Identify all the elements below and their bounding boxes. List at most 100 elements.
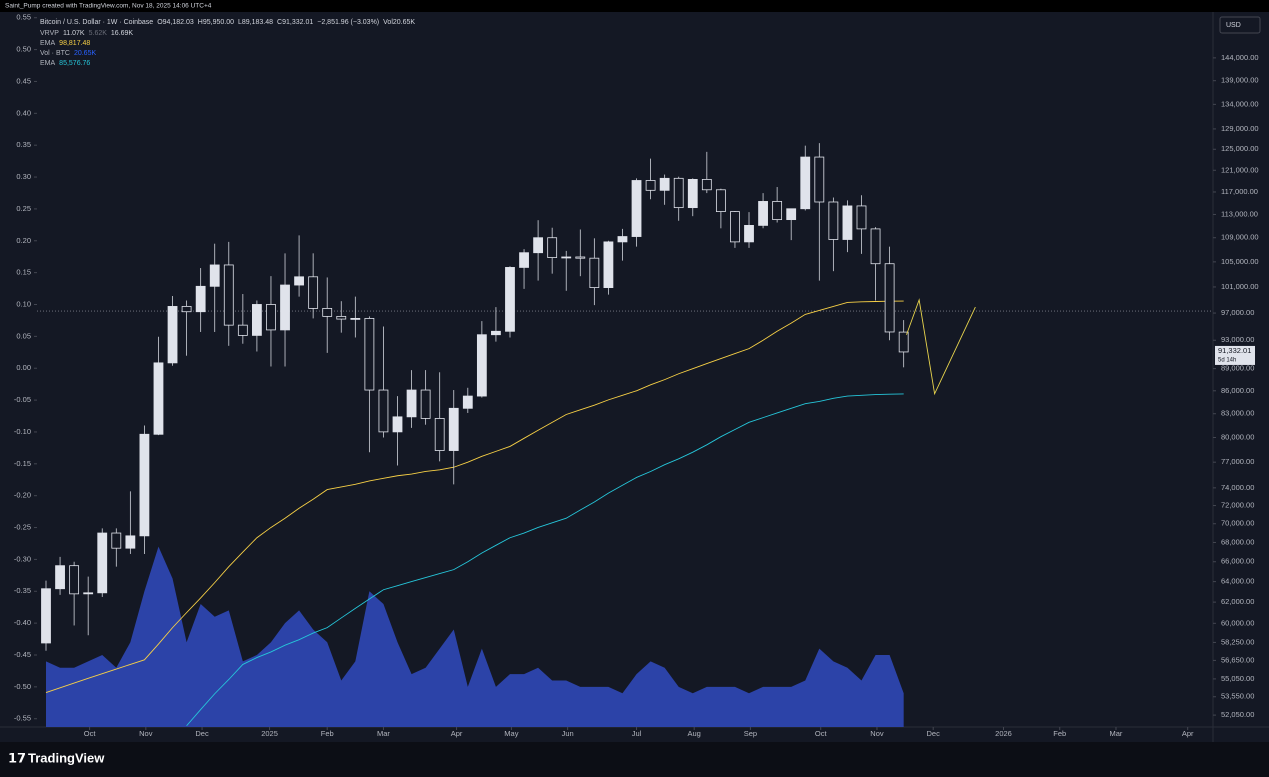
candle-body xyxy=(786,208,797,221)
y-tick-label: 70,000.00 xyxy=(1221,519,1254,528)
y-tick-label: 144,000.00 xyxy=(1221,53,1259,62)
user-drawing xyxy=(906,298,976,396)
candle-body xyxy=(125,535,136,549)
candle-body xyxy=(55,565,65,590)
x-tick-label: Mar xyxy=(1110,729,1123,738)
indicator-legend: VRVP 11.07K 5.62K 16.69K xyxy=(40,30,133,37)
candle-body xyxy=(41,588,51,644)
candle-body xyxy=(842,205,853,240)
currency-button[interactable] xyxy=(1219,16,1261,34)
candle-body xyxy=(701,179,712,191)
ohlc-value: L89,183.48 xyxy=(238,19,273,26)
candle-body xyxy=(434,418,445,451)
y-tick-label: 62,000.00 xyxy=(1221,597,1254,606)
candle-body xyxy=(322,308,333,317)
indicator-value: 16.69K xyxy=(111,30,134,37)
candle-body xyxy=(223,264,234,326)
ohlc-value: Vol20.65K xyxy=(383,19,415,26)
x-tick-label: Aug xyxy=(687,729,700,738)
candle-body xyxy=(758,201,768,226)
y-tick-label: 101,000.00 xyxy=(1221,282,1259,291)
ohlc-value: −2,851.96 (−3.03%) xyxy=(317,19,379,26)
indicator-name: VRVP xyxy=(40,30,59,37)
candle-body xyxy=(153,362,164,435)
candle-body xyxy=(645,180,656,191)
brand-logo: 𝟭𝟳 xyxy=(8,750,26,765)
candle-body xyxy=(533,237,544,254)
candle-body xyxy=(69,565,80,595)
y2-tick-label: -0.55 xyxy=(14,714,31,723)
y-tick-label: 53,550.00 xyxy=(1221,692,1254,701)
x-tick-label: Dec xyxy=(195,729,209,738)
y2-tick-label: 0.40 xyxy=(16,108,31,117)
symbol: Bitcoin / U.S. Dollar · 1W · Coinbase xyxy=(40,19,153,26)
x-tick-label: Jul xyxy=(632,729,642,738)
candle-body xyxy=(505,267,515,332)
indicator-value: 20.65K xyxy=(74,50,97,57)
y-tick-label: 109,000.00 xyxy=(1221,233,1259,242)
candle-body xyxy=(280,284,290,331)
price-countdown: 5d 14h xyxy=(1218,358,1236,364)
y-tick-label: 105,000.00 xyxy=(1221,257,1259,266)
candle-body xyxy=(631,180,642,237)
y2-tick-label: -0.45 xyxy=(14,650,31,659)
ohlc-value: O94,182.03 xyxy=(157,19,194,26)
x-tick-label: 2026 xyxy=(995,729,1012,738)
y2-tick-label: 0.20 xyxy=(16,236,31,245)
y-tick-label: 113,000.00 xyxy=(1221,209,1258,218)
y-tick-label: 68,000.00 xyxy=(1221,537,1254,546)
y-tick-label: 74,000.00 xyxy=(1221,483,1254,492)
candle-body xyxy=(406,389,417,418)
y2-tick-label: 0.15 xyxy=(16,268,31,277)
y2-tick-label: -0.20 xyxy=(14,491,31,500)
y2-tick-label: 0.55 xyxy=(16,13,31,22)
x-tick-label: Nov xyxy=(870,729,884,738)
indicator-value: 11.07K xyxy=(63,30,85,37)
candle-body xyxy=(673,177,684,209)
candle-body xyxy=(308,276,319,309)
y2-tick-label: -0.05 xyxy=(14,395,31,404)
candle-body xyxy=(195,285,206,313)
candle-body xyxy=(828,201,839,240)
banner-bar xyxy=(0,0,1269,12)
y-tick-label: 56,650.00 xyxy=(1221,655,1254,664)
ema-line xyxy=(45,300,904,693)
y-tick-label: 55,050.00 xyxy=(1221,674,1254,683)
y2-tick-label: 0.00 xyxy=(16,363,31,372)
indicator-legend: Vol · BTC 20.65K xyxy=(40,50,96,57)
candle-body xyxy=(476,334,487,397)
ema-line xyxy=(186,393,904,727)
x-tick-label: Nov xyxy=(139,729,153,738)
volume-area xyxy=(45,546,904,727)
y2-tick-label: 0.05 xyxy=(16,331,31,340)
y-tick-label: 86,000.00 xyxy=(1221,386,1254,395)
candle-body xyxy=(659,177,670,191)
y-tick-label: 125,000.00 xyxy=(1221,144,1259,153)
x-tick-label: Apr xyxy=(1182,729,1194,738)
price-label-box xyxy=(1215,345,1255,365)
y2-tick-label: 0.35 xyxy=(16,140,31,149)
candle-body xyxy=(603,241,614,288)
indicator-value: 5.62K xyxy=(89,30,108,37)
candle-body xyxy=(814,156,825,203)
y-tick-label: 139,000.00 xyxy=(1221,76,1259,85)
candle-body xyxy=(547,237,558,258)
candle-body xyxy=(715,189,726,212)
x-tick-label: Sep xyxy=(744,729,757,738)
y2-tick-label: -0.40 xyxy=(14,618,31,627)
y2-tick-label: -0.25 xyxy=(14,523,31,532)
candle-body xyxy=(575,256,586,259)
y2-tick-label: -0.50 xyxy=(14,682,31,691)
x-tick-label: Dec xyxy=(927,729,941,738)
candle-body xyxy=(209,264,220,287)
y2-tick-label: 0.30 xyxy=(16,172,31,181)
currency-label[interactable]: USD xyxy=(1226,22,1241,29)
candle-body xyxy=(83,592,94,595)
y-tick-label: 72,000.00 xyxy=(1221,501,1254,510)
y-tick-label: 64,000.00 xyxy=(1221,577,1254,586)
x-tick-label: Feb xyxy=(321,729,334,738)
y-tick-label: 134,000.00 xyxy=(1221,99,1259,108)
x-tick-label: Oct xyxy=(815,729,828,738)
candle-body xyxy=(266,304,276,331)
y2-tick-label: -0.35 xyxy=(14,586,31,595)
